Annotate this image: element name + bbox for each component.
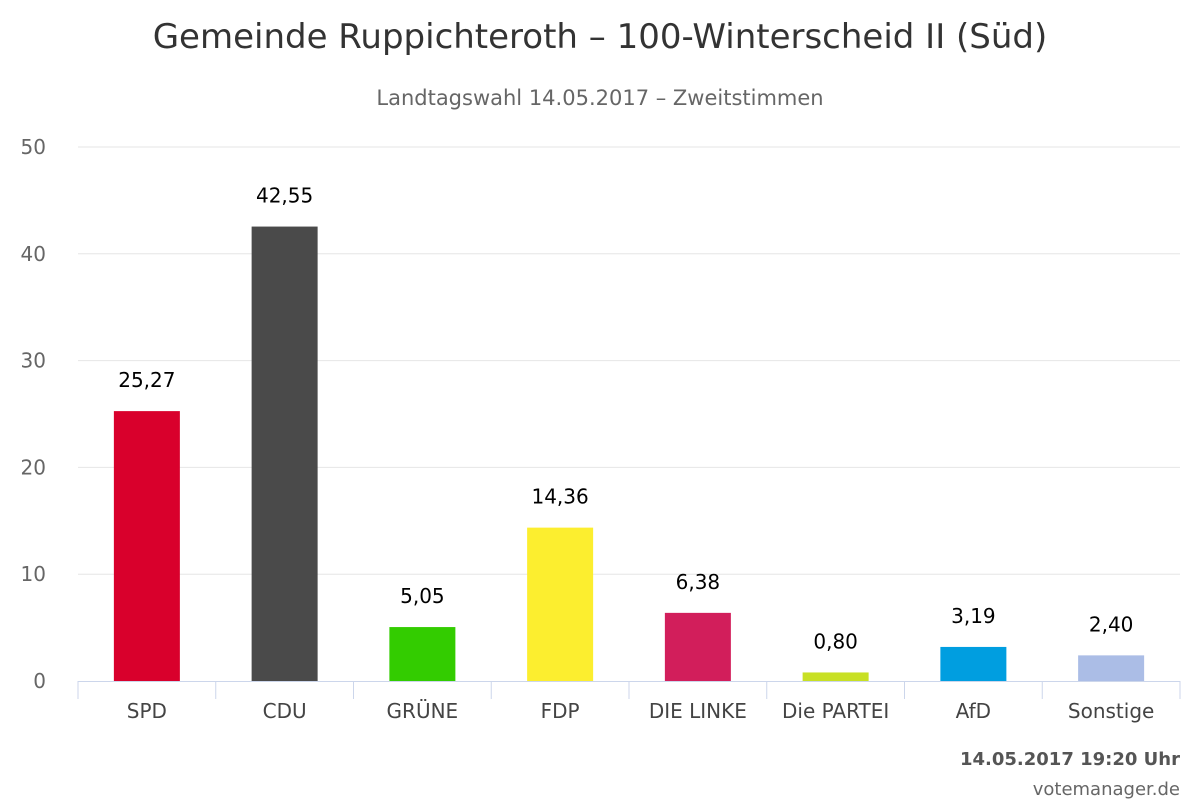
chart-subtitle: Landtagswahl 14.05.2017 – Zweitstimmen bbox=[376, 86, 823, 110]
data-label: 14,36 bbox=[531, 485, 588, 509]
x-tick-label: GRÜNE bbox=[387, 699, 459, 723]
x-tick-label: AfD bbox=[956, 699, 991, 723]
bar-sonstige[interactable] bbox=[1078, 655, 1145, 681]
bar-afd[interactable] bbox=[940, 646, 1007, 681]
data-label: 5,05 bbox=[400, 584, 445, 608]
y-axis-ticks: 0 10 20 30 40 50 bbox=[21, 135, 46, 693]
y-tick-label: 50 bbox=[21, 135, 46, 159]
x-tick-label: Sonstige bbox=[1068, 699, 1154, 723]
chart-title: Gemeinde Ruppichteroth – 100-Winterschei… bbox=[153, 17, 1048, 57]
bar-spd[interactable] bbox=[113, 411, 180, 681]
credit-source[interactable]: votemanager.de bbox=[1033, 779, 1180, 800]
data-labels: 25,27 42,55 5,05 14,36 6,38 0,80 3,19 2,40 bbox=[118, 184, 1133, 654]
bar-cdu[interactable] bbox=[251, 226, 318, 682]
y-tick-label: 0 bbox=[33, 669, 46, 693]
bar-die-linke[interactable] bbox=[664, 612, 731, 681]
data-label: 25,27 bbox=[118, 368, 175, 392]
x-tick-label: DIE LINKE bbox=[649, 699, 747, 723]
x-tick-label: SPD bbox=[127, 699, 167, 723]
y-tick-label: 40 bbox=[21, 242, 46, 266]
y-gridlines bbox=[78, 146, 1180, 575]
x-tick-label: FDP bbox=[541, 699, 580, 723]
data-label: 0,80 bbox=[813, 629, 858, 653]
data-label: 42,55 bbox=[256, 184, 313, 208]
credit-datetime: 14.05.2017 19:20 Uhr bbox=[960, 749, 1180, 770]
bar-fdp[interactable] bbox=[527, 527, 594, 681]
y-tick-label: 20 bbox=[21, 455, 46, 479]
data-label: 3,19 bbox=[951, 604, 996, 628]
x-tick-label: CDU bbox=[263, 699, 307, 723]
y-tick-label: 30 bbox=[21, 349, 46, 373]
bar-die-partei[interactable] bbox=[802, 672, 869, 681]
bar-grüne[interactable] bbox=[389, 627, 456, 681]
x-tick-label: Die PARTEI bbox=[782, 699, 889, 723]
data-label: 2,40 bbox=[1089, 612, 1134, 636]
y-tick-label: 10 bbox=[21, 562, 46, 586]
data-label: 6,38 bbox=[676, 570, 721, 594]
bars bbox=[113, 226, 1145, 682]
x-axis: SPD CDU GRÜNE FDP DIE LINKE Die PARTEI AfD Sons… bbox=[77, 681, 1181, 723]
